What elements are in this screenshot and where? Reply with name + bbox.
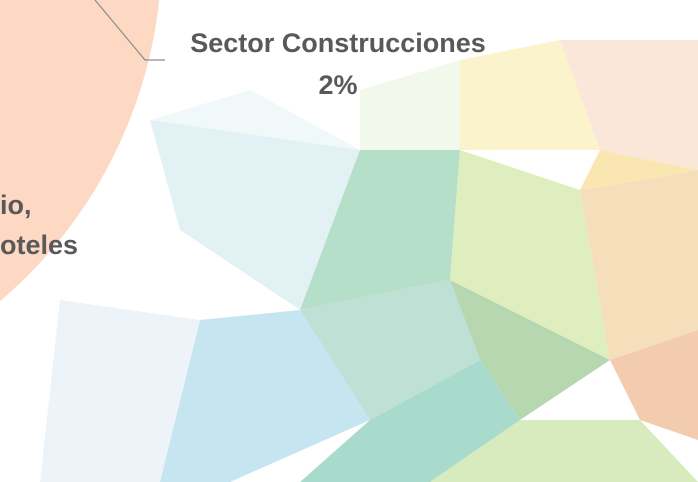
slice-label-fragment: oteles: [0, 230, 78, 260]
slice-label-fragment: io,: [0, 190, 32, 220]
leader-line: [94, 0, 165, 61]
pie-slice: [0, 0, 160, 302]
slice-value-label: 2%: [318, 70, 357, 100]
slice-label: Sector Construcciones: [190, 28, 486, 58]
